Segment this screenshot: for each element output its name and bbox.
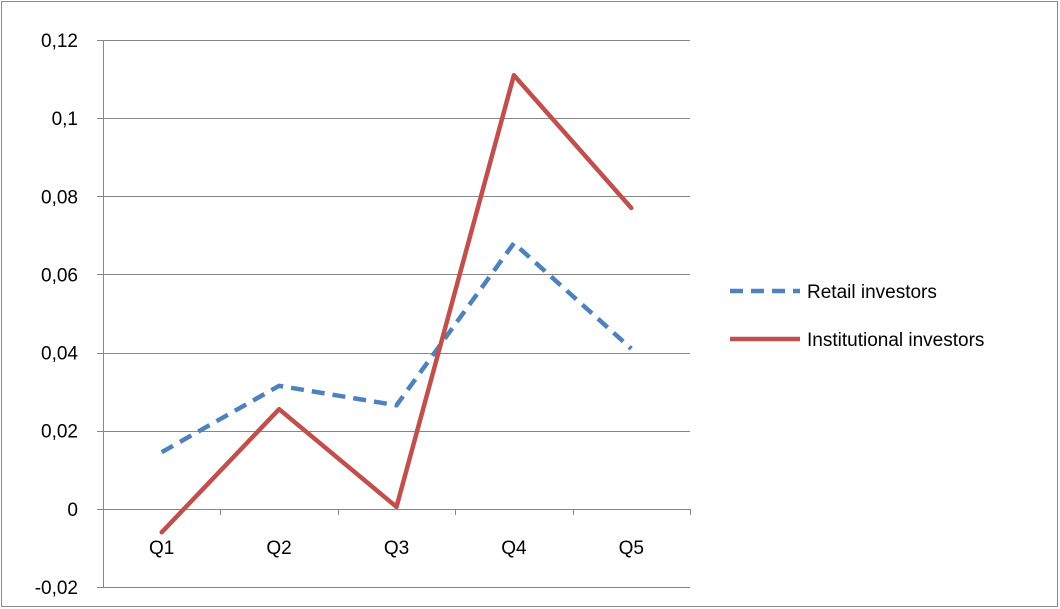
legend-label: Institutional investors <box>807 330 984 351</box>
series-line-retail-investors <box>160 240 633 455</box>
x-tick-label: Q5 <box>619 538 644 559</box>
x-tick-label: Q4 <box>501 538 527 559</box>
axes: -0,02 0 0,02 0,04 0,06 0,08 0,1 0,12 Q1 Q2 Q3 Q4 Q5 <box>35 31 691 599</box>
x-tick-label: Q2 <box>266 538 291 559</box>
legend-label: Retail investors <box>807 282 937 303</box>
y-tick-label: 0 <box>67 500 78 521</box>
y-tick-label: 0,12 <box>41 31 78 52</box>
x-tick-label: Q1 <box>149 538 174 559</box>
y-tick-label: -0,02 <box>35 578 78 599</box>
series-lines <box>159 72 634 535</box>
legend: Retail investors Institutional investors <box>730 282 984 351</box>
y-tick-label: 0,1 <box>52 109 78 130</box>
y-tick-label: 0,06 <box>41 265 78 286</box>
y-tick-label: 0,02 <box>41 422 78 443</box>
series-line-institutional-investors <box>159 72 634 535</box>
y-tick-label: 0,08 <box>41 187 78 208</box>
x-tick-label: Q3 <box>384 538 409 559</box>
y-tick-label: 0,04 <box>41 344 78 365</box>
